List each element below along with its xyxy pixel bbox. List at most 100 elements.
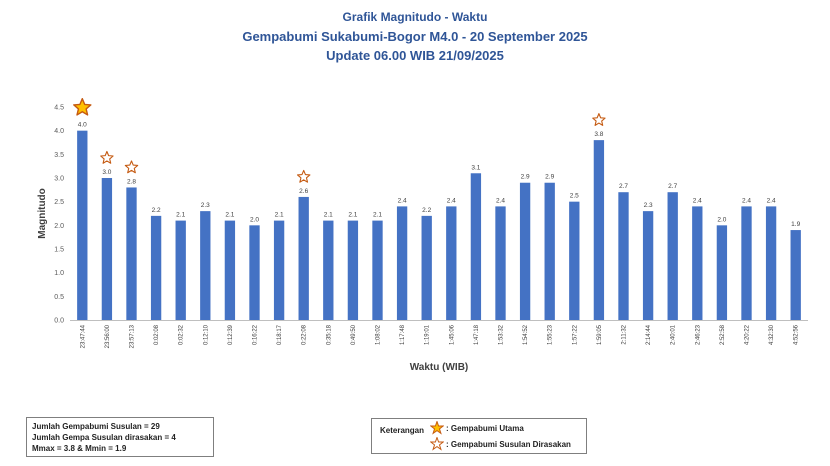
bar-1-19-01: [421, 215, 432, 320]
bar-0-49-50: [347, 220, 359, 320]
x-tick-label: 23:56:00: [105, 324, 111, 348]
data-label: 1.9: [791, 221, 800, 228]
data-label: 2.6: [299, 188, 308, 195]
chart-update: Update 06.00 WIB 21/09/2025: [326, 48, 504, 63]
data-label: 2.1: [225, 212, 234, 219]
x-tick-label: 1:17:48: [400, 324, 406, 345]
x-tick-label: 2:40:01: [671, 324, 677, 345]
data-label: 2.2: [152, 207, 161, 214]
bar-23-57-13: [126, 187, 137, 320]
bar-4-20-22: [741, 206, 752, 320]
bar-0-02-08: [150, 215, 162, 320]
x-tick-label: 2:11:32: [622, 324, 628, 344]
data-label: 2.4: [398, 197, 407, 204]
y-tick-label: 4.0: [54, 128, 64, 135]
bar-2-52-58: [716, 225, 728, 320]
data-label: 2.1: [275, 212, 284, 219]
bar-1-55-23: [544, 182, 555, 320]
bar-0-12-39: [224, 220, 236, 320]
y-axis-label: Magnitudo: [37, 188, 48, 239]
data-label: 2.7: [668, 183, 677, 190]
star-filled-icon: [430, 421, 444, 435]
data-label: 3.8: [594, 131, 603, 138]
bar-2-46-23: [692, 206, 703, 320]
legend-label-felt: : Gempabumi Susulan Dirasakan: [446, 439, 571, 449]
bar-0-12-10: [200, 211, 211, 320]
data-label: 2.4: [496, 197, 505, 204]
x-tick-label: 0:22:08: [302, 324, 308, 345]
x-tick-label: 4:20:22: [745, 324, 751, 345]
x-tick-label: 2:52:58: [720, 324, 726, 345]
y-tick-label: 4.5: [54, 105, 64, 112]
x-tick-label: 1:08:02: [376, 324, 382, 345]
legend-label-main: : Gempabumi Utama: [446, 423, 524, 433]
x-tick-label: 23:47:44: [80, 324, 86, 348]
x-tick-label: 1:57:22: [572, 324, 578, 345]
x-tick-label: 4:52:56: [794, 324, 800, 345]
x-tick-label: 1:47:18: [474, 324, 480, 345]
summary-box: Jumlah Gempabumi Susulan = 29 Jumlah Gem…: [26, 417, 214, 457]
star-filled-icon: [73, 97, 92, 116]
data-label: 3.0: [102, 169, 111, 176]
summary-mmax-mmin: Mmax = 3.8 & Mmin = 1.9: [32, 444, 127, 453]
data-label: 2.9: [521, 174, 530, 181]
data-label: 2.0: [717, 216, 726, 223]
x-tick-label: 0:35:18: [326, 324, 332, 345]
summary-felt-count: Jumlah Gempa Susulan dirasakan = 4: [32, 433, 176, 442]
x-tick-label: 0:12:10: [203, 324, 209, 345]
x-tick-label: 1:45:06: [449, 324, 455, 345]
bar-4-52-56: [790, 230, 801, 320]
bar-1-08-02: [372, 220, 383, 320]
x-axis-label: Waktu (WIB): [410, 362, 469, 373]
bar-2-40-01: [667, 192, 678, 320]
data-label: 3.1: [471, 164, 480, 171]
data-label: 2.9: [545, 174, 554, 181]
x-tick-label: 4:32:30: [769, 324, 775, 345]
data-label: 2.5: [570, 193, 579, 200]
chart-titles: Grafik Magnitudo - Waktu Gempabumi Sukab…: [0, 8, 830, 65]
y-tick-label: 1.5: [54, 247, 64, 254]
bar-0-22-08: [298, 196, 309, 320]
y-tick-label: 3.5: [54, 152, 64, 159]
x-tick-label: 0:12:39: [228, 324, 234, 345]
legend: Keterangan : Gempabumi Utama : Gempabumi…: [371, 418, 587, 454]
bar-1-54-52: [519, 182, 531, 320]
summary-aftershock-count: Jumlah Gempabumi Susulan = 29: [32, 422, 160, 431]
x-tick-label: 1:53:32: [499, 324, 505, 345]
x-tick-label: 23:57:13: [130, 324, 136, 348]
y-tick-label: 1.0: [54, 270, 64, 277]
x-tick-label: 0:18:17: [277, 324, 283, 345]
y-tick-label: 0.5: [54, 294, 64, 301]
star-outline-icon: [296, 169, 311, 183]
x-tick-label: 1:19:01: [425, 324, 431, 345]
x-tick-label: 0:02:32: [179, 324, 185, 345]
data-label: 2.7: [619, 183, 628, 190]
data-label: 2.4: [767, 197, 776, 204]
star-outline-icon: [100, 150, 114, 164]
y-tick-label: 2.0: [54, 223, 64, 230]
legend-item-main: : Gempabumi Utama: [430, 421, 524, 435]
star-outline-icon: [430, 437, 444, 451]
bar-1-57-22: [569, 201, 580, 320]
data-label: 2.4: [742, 197, 751, 204]
data-label: 2.1: [324, 212, 333, 219]
bar-0-02-32: [175, 220, 186, 320]
data-label: 4.0: [78, 122, 87, 129]
x-tick-label: 2:46:23: [695, 324, 701, 345]
x-tick-label: 0:16:22: [253, 324, 259, 345]
y-tick-label: 2.5: [54, 199, 64, 206]
chart-subtitle: Gempabumi Sukabumi-Bogor M4.0 - 20 Septe…: [242, 29, 588, 44]
x-tick-label: 0:49:50: [351, 324, 357, 345]
bar-2-11-32: [618, 192, 629, 320]
data-label: 2.1: [348, 212, 357, 219]
chart-title: Grafik Magnitudo - Waktu: [342, 10, 488, 24]
bar-1-45-06: [446, 206, 457, 320]
y-tick-label: 0.0: [54, 318, 64, 325]
data-label: 2.1: [373, 212, 382, 219]
data-label: 2.2: [422, 207, 431, 214]
data-label: 2.0: [250, 216, 259, 223]
star-outline-icon: [592, 113, 606, 126]
bar-1-53-32: [495, 206, 506, 320]
